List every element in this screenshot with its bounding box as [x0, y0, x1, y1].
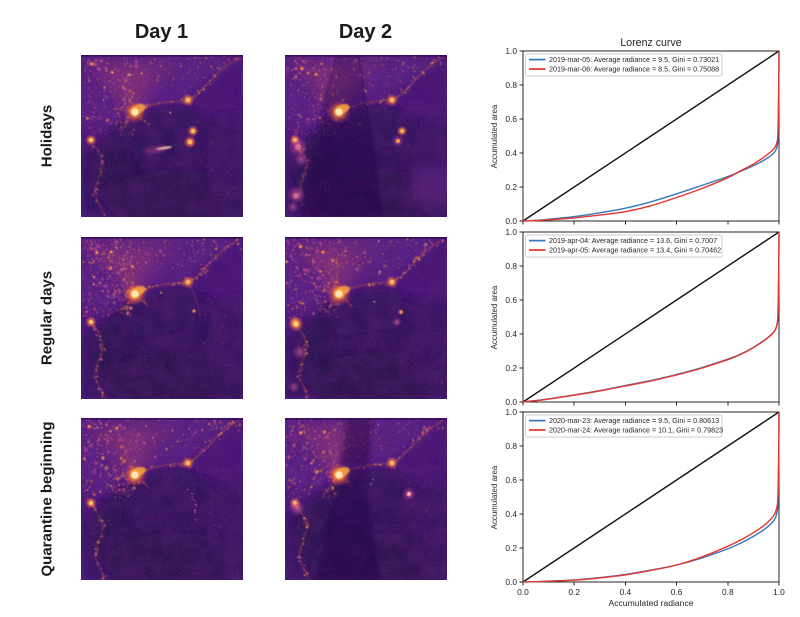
svg-text:Accumulated area: Accumulated area	[490, 285, 499, 349]
svg-text:2019-mar-05: Average radiance: 2019-mar-05: Average radiance = 9.5, Gin…	[549, 55, 719, 64]
svg-text:0.8: 0.8	[505, 441, 517, 451]
svg-text:0.8: 0.8	[722, 587, 734, 597]
svg-text:0.0: 0.0	[505, 216, 517, 226]
svg-text:Accumulated radiance: Accumulated radiance	[608, 598, 693, 608]
svg-text:2019-mar-06: Average radiance: 2019-mar-06: Average radiance = 8.5, Gin…	[549, 65, 719, 74]
svg-text:Accumulated area: Accumulated area	[490, 104, 499, 168]
svg-text:0.4: 0.4	[505, 509, 517, 519]
svg-text:2020-mar-24: Average radiance: 2020-mar-24: Average radiance = 10.1, Gi…	[549, 426, 723, 435]
svg-text:2019-apr-04: Average radiance: 2019-apr-04: Average radiance = 13.6, Gi…	[549, 236, 717, 245]
svg-text:0.4: 0.4	[620, 587, 632, 597]
svg-text:1.0: 1.0	[773, 587, 785, 597]
svg-text:2019-apr-05: Average radiance: 2019-apr-05: Average radiance = 13.4, Gi…	[549, 246, 721, 255]
svg-text:0.0: 0.0	[517, 587, 529, 597]
svg-text:1.0: 1.0	[505, 46, 517, 56]
svg-text:0.6: 0.6	[505, 114, 517, 124]
svg-text:0.6: 0.6	[671, 587, 683, 597]
svg-text:1.0: 1.0	[505, 407, 517, 417]
svg-text:0.2: 0.2	[505, 543, 517, 553]
svg-text:2020-mar-23: Average radiance: 2020-mar-23: Average radiance = 9.5, Gin…	[549, 416, 719, 425]
svg-text:1.0: 1.0	[505, 227, 517, 237]
svg-text:0.6: 0.6	[505, 475, 517, 485]
svg-text:0.2: 0.2	[505, 363, 517, 373]
svg-text:0.4: 0.4	[505, 148, 517, 158]
svg-text:0.0: 0.0	[505, 397, 517, 407]
svg-text:0.2: 0.2	[505, 182, 517, 192]
svg-text:0.8: 0.8	[505, 261, 517, 271]
svg-text:Accumulated area: Accumulated area	[490, 465, 499, 529]
svg-text:0.0: 0.0	[505, 577, 517, 587]
svg-text:0.8: 0.8	[505, 80, 517, 90]
svg-text:0.6: 0.6	[505, 295, 517, 305]
svg-text:Lorenz curve: Lorenz curve	[620, 37, 681, 49]
svg-text:0.4: 0.4	[505, 329, 517, 339]
svg-text:0.2: 0.2	[568, 587, 580, 597]
